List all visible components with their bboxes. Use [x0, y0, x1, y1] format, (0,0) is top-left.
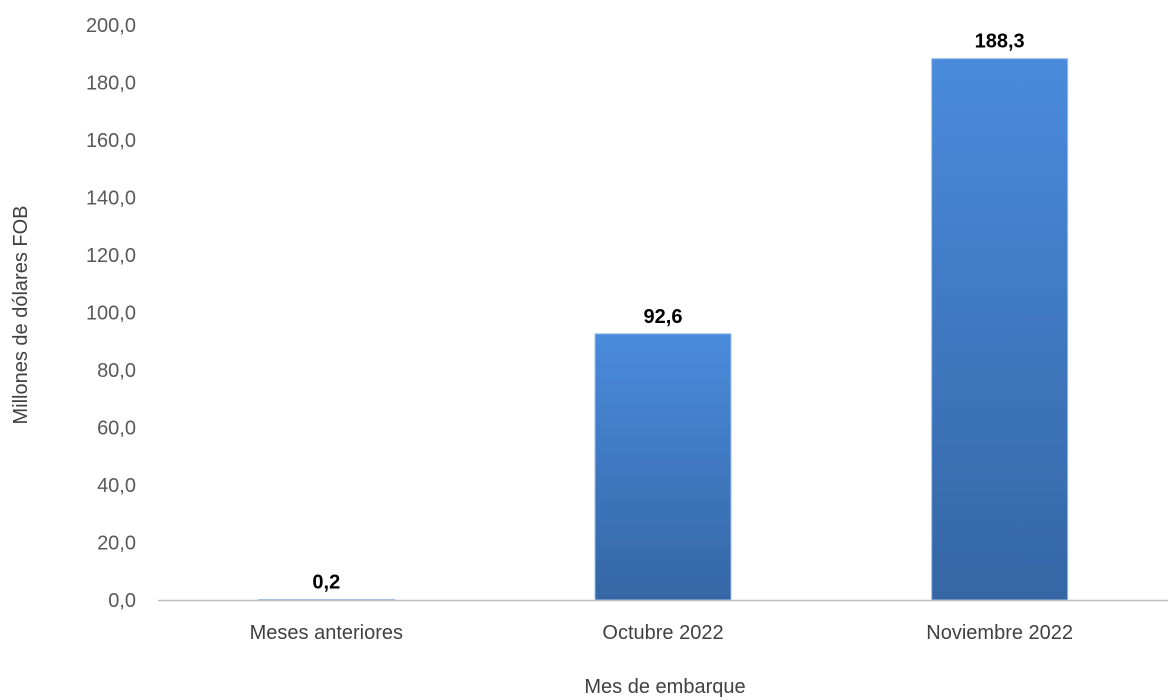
data-labels: 0,2 92,6 188,3	[312, 31, 1024, 594]
bar	[594, 333, 732, 601]
y-tick-label: 100,0	[86, 303, 136, 325]
data-label: 188,3	[975, 31, 1025, 53]
bars	[257, 58, 1069, 601]
x-axis-title: Mes de embarque	[584, 676, 745, 698]
y-tick-label: 180,0	[86, 73, 136, 95]
data-label: 92,6	[644, 306, 683, 328]
y-tick-label: 120,0	[86, 245, 136, 267]
y-tick-label: 140,0	[86, 188, 136, 210]
y-tick-label: 40,0	[97, 475, 136, 497]
x-axis-categories: Meses anteriores Octubre 2022 Noviembre 20…	[250, 622, 1073, 644]
x-tick-label: Octubre 2022	[602, 622, 723, 644]
x-tick-label: Noviembre 2022	[926, 622, 1073, 644]
y-tick-label: 80,0	[97, 360, 136, 382]
x-tick-label: Meses anteriores	[250, 622, 403, 644]
y-tick-label: 20,0	[97, 533, 136, 555]
y-tick-label: 60,0	[97, 418, 136, 440]
data-label: 0,2	[312, 571, 340, 593]
y-axis-ticks: 0,0 20,0 40,0 60,0 80,0 100,0 120,0 140,0 160,0 1…	[86, 15, 136, 612]
y-axis-title: Millones de dólares FOB	[10, 206, 32, 425]
bar	[931, 58, 1069, 601]
y-tick-label: 200,0	[86, 15, 136, 37]
y-tick-label: 160,0	[86, 130, 136, 152]
y-tick-label: 0,0	[108, 590, 136, 612]
